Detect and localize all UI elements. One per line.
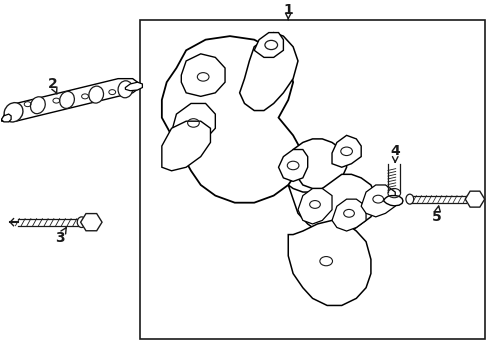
Ellipse shape (77, 217, 86, 228)
Text: 5: 5 (431, 206, 441, 224)
Ellipse shape (30, 97, 45, 114)
Polygon shape (125, 82, 142, 91)
Polygon shape (239, 33, 297, 111)
Polygon shape (278, 149, 307, 181)
Ellipse shape (118, 81, 132, 98)
Ellipse shape (89, 86, 103, 103)
Text: 4: 4 (389, 144, 399, 162)
Text: 1: 1 (283, 3, 292, 19)
Polygon shape (287, 174, 375, 235)
Polygon shape (287, 220, 370, 305)
Text: 2: 2 (47, 77, 57, 94)
Polygon shape (464, 191, 484, 207)
Ellipse shape (405, 194, 413, 204)
Polygon shape (361, 185, 394, 217)
Polygon shape (162, 36, 302, 203)
Ellipse shape (60, 91, 74, 108)
Text: 3: 3 (55, 228, 66, 245)
Ellipse shape (4, 103, 23, 122)
Polygon shape (81, 213, 102, 231)
Polygon shape (171, 103, 215, 143)
Polygon shape (297, 189, 331, 224)
Polygon shape (331, 199, 366, 231)
Polygon shape (162, 121, 210, 171)
Polygon shape (383, 195, 402, 206)
Polygon shape (1, 114, 11, 122)
Polygon shape (292, 139, 346, 189)
Polygon shape (181, 54, 224, 96)
Polygon shape (254, 33, 283, 57)
Polygon shape (331, 135, 361, 167)
Bar (140, 20, 484, 339)
Polygon shape (1, 78, 137, 121)
